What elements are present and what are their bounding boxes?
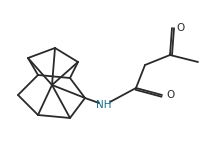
- Text: NH: NH: [96, 100, 112, 110]
- Text: O: O: [166, 90, 174, 100]
- Text: O: O: [176, 23, 184, 33]
